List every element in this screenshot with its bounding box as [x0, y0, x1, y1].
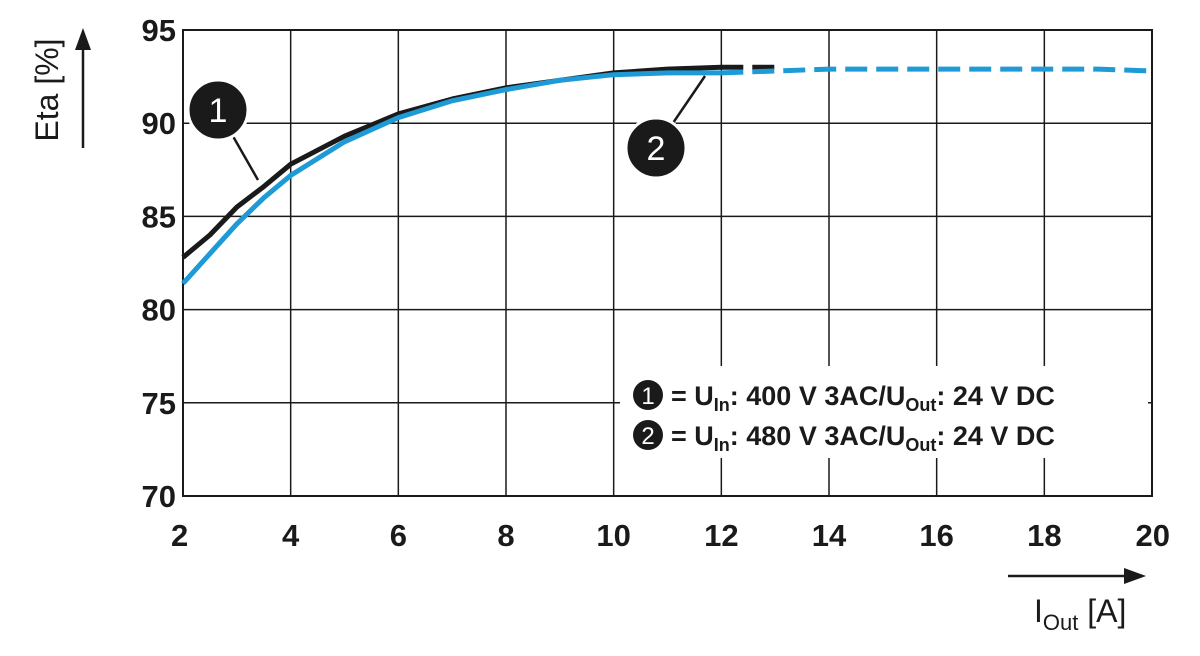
legend-marker [633, 420, 663, 450]
legend-marker-label: 2 [641, 423, 654, 450]
x-tick-label: 16 [919, 518, 953, 553]
x-axis-label-sub: Out [1043, 610, 1078, 635]
legend-label: = UIn: 480 V 3AC/UOut: 24 V DC [671, 421, 1055, 455]
series-line [721, 66, 1153, 76]
legend-label-sub: In [714, 435, 730, 455]
x-axis-label: IOut [A] [1034, 593, 1126, 635]
legend-label: = UIn: 400 V 3AC/UOut: 24 V DC [671, 381, 1055, 415]
x-arrow-head [1124, 568, 1146, 584]
x-axis-label-part: [A] [1078, 593, 1126, 629]
legend-label-part: : 400 V 3AC/U [730, 381, 906, 411]
legend-label-part: : 24 V DC [936, 421, 1055, 451]
legend-label-sub: Out [905, 435, 936, 455]
legend-label-part: = U [671, 381, 714, 411]
x-tick-label: 10 [596, 518, 630, 553]
legend-label-part: : 24 V DC [936, 381, 1055, 411]
callout-label: 1 [209, 92, 228, 130]
callout-circle [186, 78, 250, 142]
x-tick-label: 18 [1027, 518, 1061, 553]
x-tick-label: 2 [171, 518, 188, 553]
legend-label-part: = U [671, 421, 714, 451]
y-tick-label: 80 [142, 293, 176, 328]
x-tick-label: 6 [390, 518, 407, 553]
y-tick-label: 95 [142, 13, 176, 48]
callout-label: 2 [647, 130, 666, 168]
x-tick-label: 14 [812, 518, 847, 553]
callout-circle [624, 116, 688, 180]
lines [181, 64, 1153, 286]
x-tick-label: 8 [497, 518, 514, 553]
legend-marker [633, 380, 663, 410]
y-axis-label: Eta [%] [29, 38, 65, 141]
legend-box [620, 366, 1148, 458]
plot-frame [182, 29, 1153, 497]
legend-marker-label: 1 [641, 383, 654, 410]
x-tick-label: 4 [282, 518, 300, 553]
y-tick-label: 85 [142, 199, 176, 234]
y-tick-label: 90 [142, 106, 176, 141]
x-tick-label: 12 [704, 518, 738, 553]
legend-label-sub: Out [905, 395, 936, 415]
x-tick-label: 20 [1136, 518, 1170, 553]
y-tick-label: 70 [142, 479, 176, 514]
y-tick-label: 75 [142, 386, 176, 421]
legend-label-part: : 480 V 3AC/U [730, 421, 906, 451]
series-line [181, 70, 722, 286]
y-arrow-head [75, 28, 91, 50]
x-axis-label-part: I [1034, 593, 1043, 629]
legend-label-sub: In [714, 395, 730, 415]
